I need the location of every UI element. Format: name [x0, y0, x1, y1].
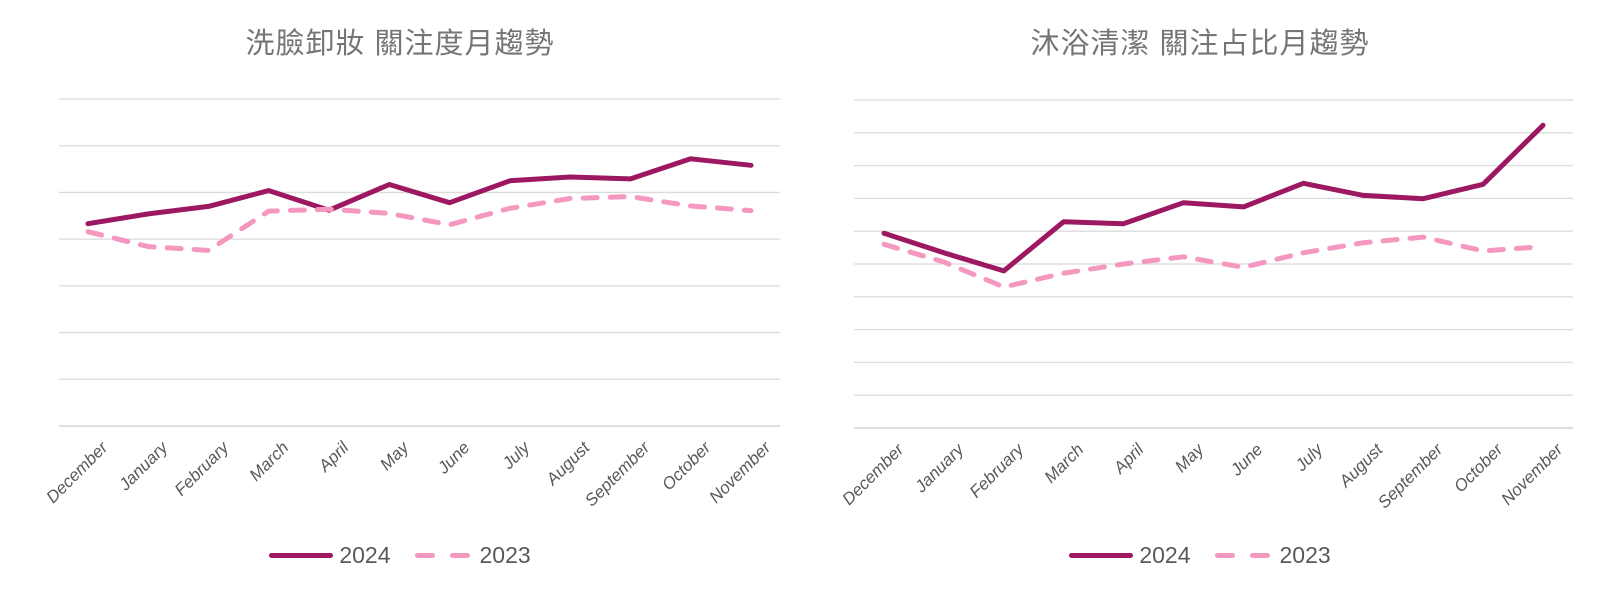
series-line-2024: [85, 156, 754, 227]
legend-2024-label: 2024: [1139, 542, 1191, 568]
legend-2024-line-swatch: [269, 553, 334, 558]
series-line-2023: [85, 194, 754, 253]
legend-2024-line-swatch: [1069, 553, 1134, 558]
chart-bath-cleansing-trend: 沐浴清潔 關注占比月趨勢 December January February Marc…: [800, 0, 1600, 591]
dash-segment: [414, 553, 435, 558]
legend: 2024 2023: [800, 544, 1600, 567]
dash-segment: [1214, 553, 1235, 558]
legend-2023-dash-swatch: [414, 553, 470, 558]
dash-segment: [1249, 553, 1270, 558]
dash-segment: [449, 553, 470, 558]
legend-2024-label: 2024: [339, 542, 391, 568]
chart-face-cleansing-trend: 洗臉卸妝 關注度月趨勢 December January February March…: [0, 28, 800, 567]
line-plot: [59, 98, 780, 427]
series-line-2023: [881, 234, 1546, 290]
legend-2023-label: 2023: [479, 542, 531, 568]
legend: 2024 2023: [0, 544, 800, 567]
chart-title: 洗臉卸妝 關注度月趨勢: [245, 28, 555, 60]
chart-title: 沐浴清潔 關注占比月趨勢: [1030, 28, 1370, 60]
legend-2023-dash-swatch: [1214, 553, 1270, 558]
legend-2023-label: 2023: [1279, 542, 1331, 568]
line-plot: [854, 99, 1573, 429]
series-line-2024: [881, 122, 1546, 274]
